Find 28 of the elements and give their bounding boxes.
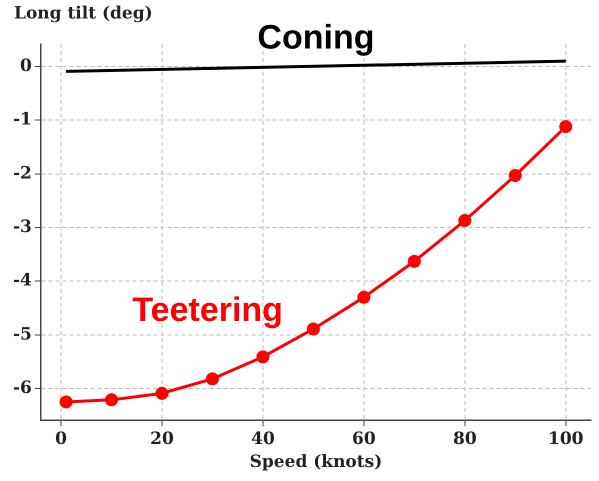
y-tick-label: -4	[12, 270, 32, 291]
x-tick-label: 60	[352, 428, 376, 449]
y-tick-label: -2	[12, 163, 32, 184]
y-axis-title: Long tilt (deg)	[14, 3, 153, 24]
y-tick-label: 0	[20, 56, 32, 76]
x-axis-title: Speed (knots)	[250, 452, 382, 472]
point	[559, 120, 572, 134]
x-tick-label: 80	[452, 428, 477, 449]
x-tick-label: 100	[548, 428, 584, 449]
point	[156, 386, 169, 400]
series-label: Coning	[257, 18, 374, 56]
point	[306, 322, 320, 336]
x-tick-label: 40	[251, 428, 275, 449]
y-tick-label: -1	[12, 110, 32, 130]
point	[60, 395, 73, 408]
point	[357, 290, 370, 304]
y-tick-label: -5	[12, 324, 32, 344]
x-tick-label: 0	[55, 428, 68, 449]
series-label: Teetering	[132, 291, 283, 330]
point	[508, 168, 522, 182]
y-tick-label: -6	[12, 378, 32, 398]
x-tick-label: 20	[150, 428, 174, 449]
point	[206, 372, 219, 386]
point	[105, 393, 118, 406]
point	[408, 254, 421, 268]
point	[256, 350, 270, 364]
y-tick-label: -3	[12, 216, 32, 237]
point	[458, 214, 472, 228]
